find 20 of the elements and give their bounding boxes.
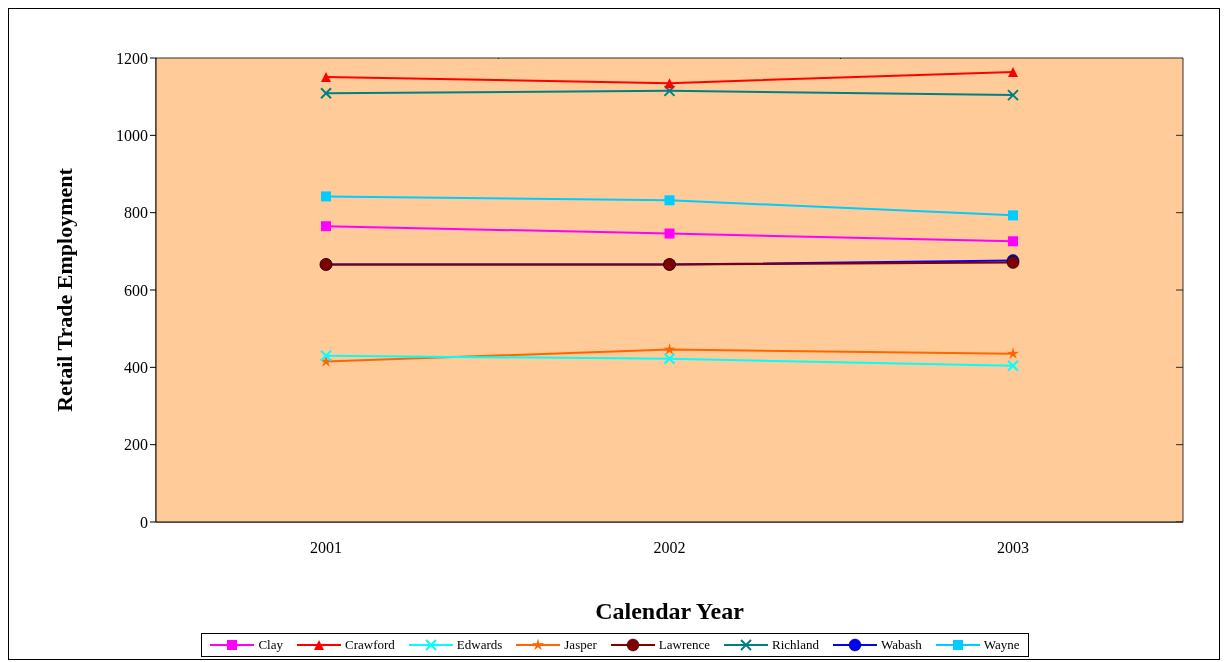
x-tick-label: 2002 (653, 539, 686, 557)
legend-label: Jasper (563, 637, 597, 653)
y-tick-label: 600 (124, 281, 148, 299)
y-tick-label: 800 (124, 204, 148, 222)
y-axis-title: Retail Trade Employment (51, 167, 77, 412)
legend-label: Crawford (343, 637, 395, 653)
y-tick-label: 400 (124, 359, 148, 377)
legend-label: Richland (771, 637, 819, 653)
legend-label: Wabash (880, 637, 922, 653)
legend-label: Edwards (455, 637, 503, 653)
y-tick-label: 1200 (116, 49, 148, 67)
y-tick-label: 1000 (116, 127, 148, 145)
x-tick-label: 2003 (997, 539, 1029, 557)
legend-label: Lawrence (657, 637, 711, 653)
y-tick-label: 0 (140, 513, 148, 531)
x-tick-label: 2001 (310, 539, 342, 557)
legend-label: Clay (257, 637, 283, 653)
y-tick-label: 200 (124, 436, 148, 454)
x-axis-title: Calendar Year (595, 598, 745, 624)
legend-label: Wayne (982, 637, 1020, 653)
